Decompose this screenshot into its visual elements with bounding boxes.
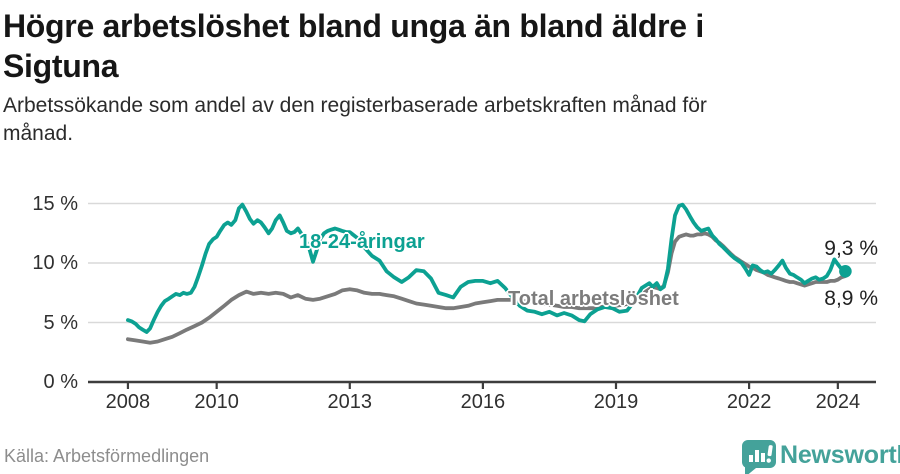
title-line-1: Högre arbetslöshet bland unga än bland ä…	[3, 8, 704, 44]
chart-subtitle: Arbetssökande som andel av den registerb…	[3, 92, 863, 148]
series-line	[126, 231, 848, 345]
series-end-dot	[839, 265, 852, 278]
x-tick-label: 2019	[593, 391, 639, 413]
series-line	[126, 202, 848, 334]
x-tick-label: 2022	[726, 391, 772, 413]
subtitle-line-1: Arbetssökande som andel av den registerb…	[3, 94, 707, 117]
end-value-youth: 9,3 %	[824, 237, 878, 260]
x-tick-label: 2010	[194, 391, 239, 413]
newsworthy-wordmark: Newsworthy	[780, 441, 900, 469]
series-label-youth: 18-24-åringar	[299, 231, 425, 253]
x-tick-label: 2016	[460, 391, 506, 413]
x-tick-label: 2024	[815, 391, 861, 413]
x-tick-label: 2013	[327, 391, 373, 413]
page-title: Högre arbetslöshet bland unga än bland ä…	[3, 6, 863, 86]
source-note: Källa: Arbetsförmedlingen	[4, 446, 210, 466]
y-tick-label: 10 %	[32, 252, 78, 274]
x-tick-label: 2008	[105, 391, 151, 413]
end-value-total: 8,9 %	[824, 287, 878, 310]
y-tick-label: 0 %	[43, 371, 78, 393]
newsworthy-logo-icon	[742, 440, 776, 474]
y-tick-label: 5 %	[43, 311, 78, 334]
y-tick-label: 15 %	[32, 192, 78, 215]
series-label-total: Total arbetslöshet	[508, 288, 679, 310]
title-line-2: Sigtuna	[3, 48, 119, 84]
subtitle-line-2: månad.	[3, 122, 74, 145]
